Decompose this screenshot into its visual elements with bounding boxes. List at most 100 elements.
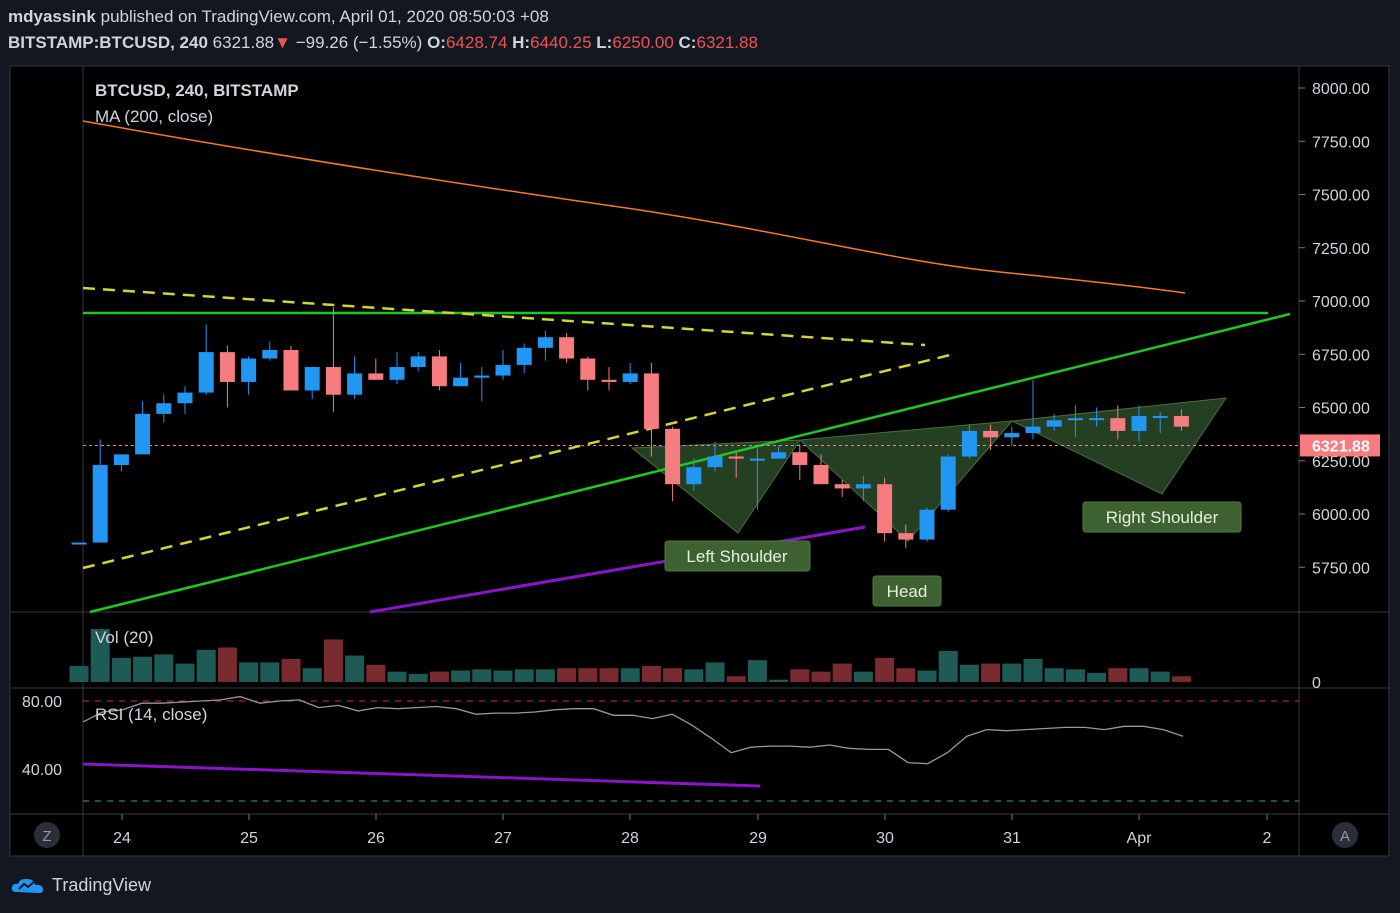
low-value: 6250.00 <box>612 33 674 52</box>
price-axis-label: 7000.00 <box>1312 294 1370 311</box>
ascending-trend-line <box>89 312 1291 614</box>
z-button-circle[interactable] <box>34 822 60 848</box>
volume-bar <box>938 650 958 682</box>
price-axis-label: 7500.00 <box>1312 188 1370 205</box>
candle <box>431 349 447 391</box>
volume-bar <box>811 671 831 682</box>
volume-bar <box>1065 669 1085 682</box>
rsi-axis-label: 40.00 <box>22 762 62 779</box>
time-axis-label: 26 <box>367 830 385 847</box>
candle <box>855 475 871 502</box>
last-price-tag <box>1300 434 1380 457</box>
volume-bar <box>514 669 534 682</box>
right-shoulder-bg <box>1082 501 1242 533</box>
candle <box>771 445 787 459</box>
price-axis-label: 7250.00 <box>1312 241 1370 258</box>
candle-body <box>622 373 638 382</box>
volume-bar <box>239 662 259 682</box>
vol-legend: Vol (20) <box>95 628 154 647</box>
left-shoulder-text: Left Shoulder <box>686 547 787 566</box>
volume-bar <box>747 660 767 682</box>
candle-body <box>241 358 257 382</box>
time-axis-label: 27 <box>494 830 512 847</box>
time-axis-label: 24 <box>113 830 131 847</box>
z-button-label[interactable]: Z <box>42 828 51 845</box>
candle-body <box>792 452 808 466</box>
candle <box>304 367 320 399</box>
volume-bar <box>1002 663 1022 682</box>
candle-body <box>940 456 956 510</box>
a-scale-button[interactable]: A <box>1332 822 1358 848</box>
candle <box>71 542 87 545</box>
candle-body <box>1046 420 1062 427</box>
tradingview-brand[interactable]: TradingView <box>10 874 151 896</box>
head-label: Head <box>872 575 942 607</box>
candle-body <box>135 413 151 455</box>
volume-bar <box>387 671 407 682</box>
candle-body <box>1131 416 1147 431</box>
candle-body <box>262 349 278 359</box>
candle <box>1067 405 1083 438</box>
low-label: L: <box>596 33 613 52</box>
candle-body <box>177 392 193 404</box>
candle-body <box>198 352 214 393</box>
candle <box>813 454 829 485</box>
a-button-circle[interactable] <box>1332 822 1358 848</box>
candle-body <box>219 352 235 382</box>
volume-bar <box>366 664 386 682</box>
time-axis-label: 25 <box>240 830 258 847</box>
candle-body <box>707 456 723 468</box>
candle <box>1110 405 1126 440</box>
candle <box>262 341 278 361</box>
volume-bar <box>535 669 555 682</box>
candle <box>834 479 850 497</box>
candle-body <box>749 458 765 461</box>
z-scale-button[interactable]: Z <box>34 822 60 848</box>
candle-body <box>834 484 850 489</box>
candle <box>516 343 532 374</box>
candle <box>643 362 659 457</box>
high-label: H: <box>512 33 531 52</box>
candle <box>580 356 596 391</box>
candle-body <box>580 358 596 380</box>
candle-body <box>495 364 511 376</box>
candle <box>940 454 956 512</box>
volume-bar <box>832 663 852 682</box>
candle <box>559 332 575 363</box>
candle-body <box>1152 416 1168 419</box>
candle-body <box>1110 418 1126 431</box>
candle <box>749 447 765 510</box>
right-shoulder-label: Right Shoulder <box>1082 501 1242 533</box>
volume-bar <box>959 664 979 682</box>
candle <box>156 394 172 423</box>
published-text: published on TradingView.com, April 01, … <box>100 7 549 26</box>
time-axis-label: 2 <box>1263 830 1272 847</box>
volume-bar <box>1023 659 1043 682</box>
price-axis-label: 6000.00 <box>1312 507 1370 524</box>
volume-bar <box>281 659 301 682</box>
candle-body <box>855 484 871 489</box>
candle-body <box>431 356 447 387</box>
time-axis-label: 30 <box>876 830 894 847</box>
price-axis-label: 6750.00 <box>1312 347 1370 364</box>
a-button-label[interactable]: A <box>1340 828 1350 845</box>
volume-bar <box>175 663 195 682</box>
left-shoulder-label: Left Shoulder <box>664 540 811 572</box>
candle <box>537 330 553 361</box>
candle <box>474 367 490 402</box>
time-axis-label: Apr <box>1127 830 1153 847</box>
candle <box>495 349 511 380</box>
price-axis-label: 8000.00 <box>1312 81 1370 98</box>
volume-bar <box>472 669 492 682</box>
candle-body <box>877 484 893 534</box>
candle-body <box>516 347 532 365</box>
candle-body <box>961 430 977 457</box>
ma-legend: MA (200, close) <box>95 107 213 126</box>
head-text: Head <box>887 582 928 601</box>
price-axis-label: 5750.00 <box>1312 560 1370 577</box>
candle <box>241 356 257 395</box>
publish-info: mdyassink published on TradingView.com, … <box>8 7 549 27</box>
candle-body <box>156 403 172 414</box>
volume-bar <box>896 668 916 682</box>
